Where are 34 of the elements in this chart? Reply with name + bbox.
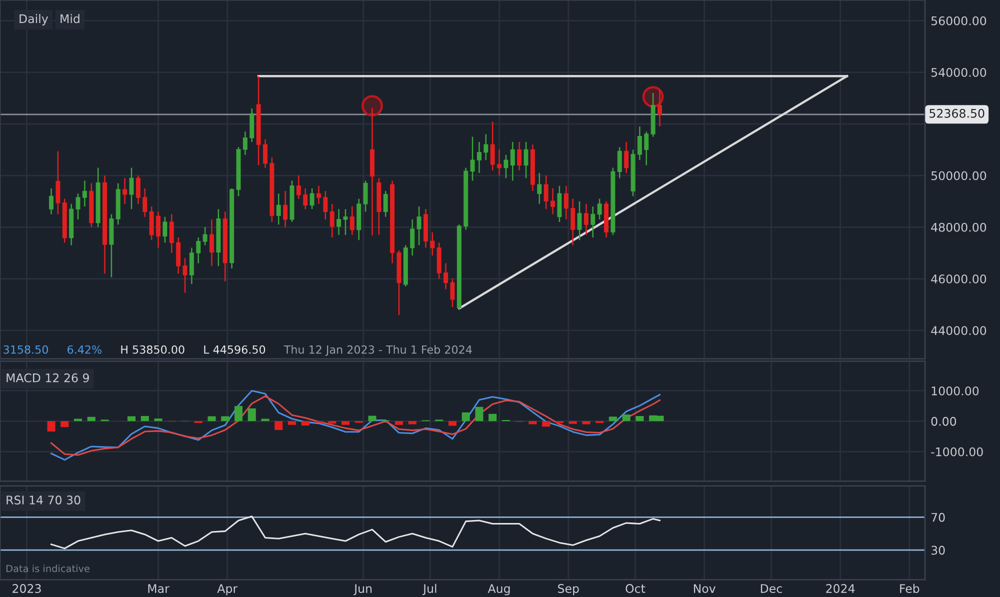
y-tick-label: 44000.00 [931, 326, 986, 336]
x-tick-label: Feb [900, 584, 920, 593]
y-tick-label: 1000.00 [932, 386, 979, 396]
annotation: 6.42% [68, 345, 102, 354]
y-tick-label: 48000.00 [931, 222, 986, 232]
text: MACD 12 26 9 [6, 373, 89, 382]
y-tick-label: 50000.00 [931, 171, 986, 180]
text: RSI 14 70 30 [6, 496, 80, 504]
y-tick-label: 0.00 [931, 416, 956, 426]
x-tick-label: 2024 [826, 584, 855, 593]
x-tick-label: Sep [558, 584, 579, 596]
y-tick-label: 30 [931, 546, 945, 555]
y-tick-label: 46000.00 [931, 274, 986, 284]
x-tick-label: Dec [760, 584, 782, 593]
x-tick-label: Oct [626, 584, 646, 593]
x-tick-label: Apr [217, 584, 238, 596]
x-tick-label: Jul [422, 584, 436, 596]
x-tick-label: 2023 [12, 584, 41, 593]
x-tick-label: Mar [148, 584, 170, 593]
annotation: Thu 12 Jan 2023 - Thu 1 Feb 2024 [284, 345, 472, 356]
y-tick-label: 54000.00 [931, 68, 986, 77]
annotation: Mid [60, 14, 80, 24]
annotation: H 53850.00 [121, 345, 184, 354]
ref-line-label: 52368.50 [930, 108, 984, 118]
y-tick-label: -1000.00 [931, 447, 983, 456]
annotation: 3158.50 [4, 345, 48, 354]
x-tick-label: Jun [353, 584, 372, 596]
x-tick-label: Nov [694, 584, 716, 593]
y-tick-label: 56000.00 [931, 16, 986, 26]
annotation: L 44596.50 [204, 345, 266, 354]
annotation: Daily [20, 14, 48, 26]
y-tick-label: 70 [932, 512, 945, 522]
x-tick-label: Aug [488, 584, 510, 596]
annotation: Data is indicative [6, 564, 90, 572]
